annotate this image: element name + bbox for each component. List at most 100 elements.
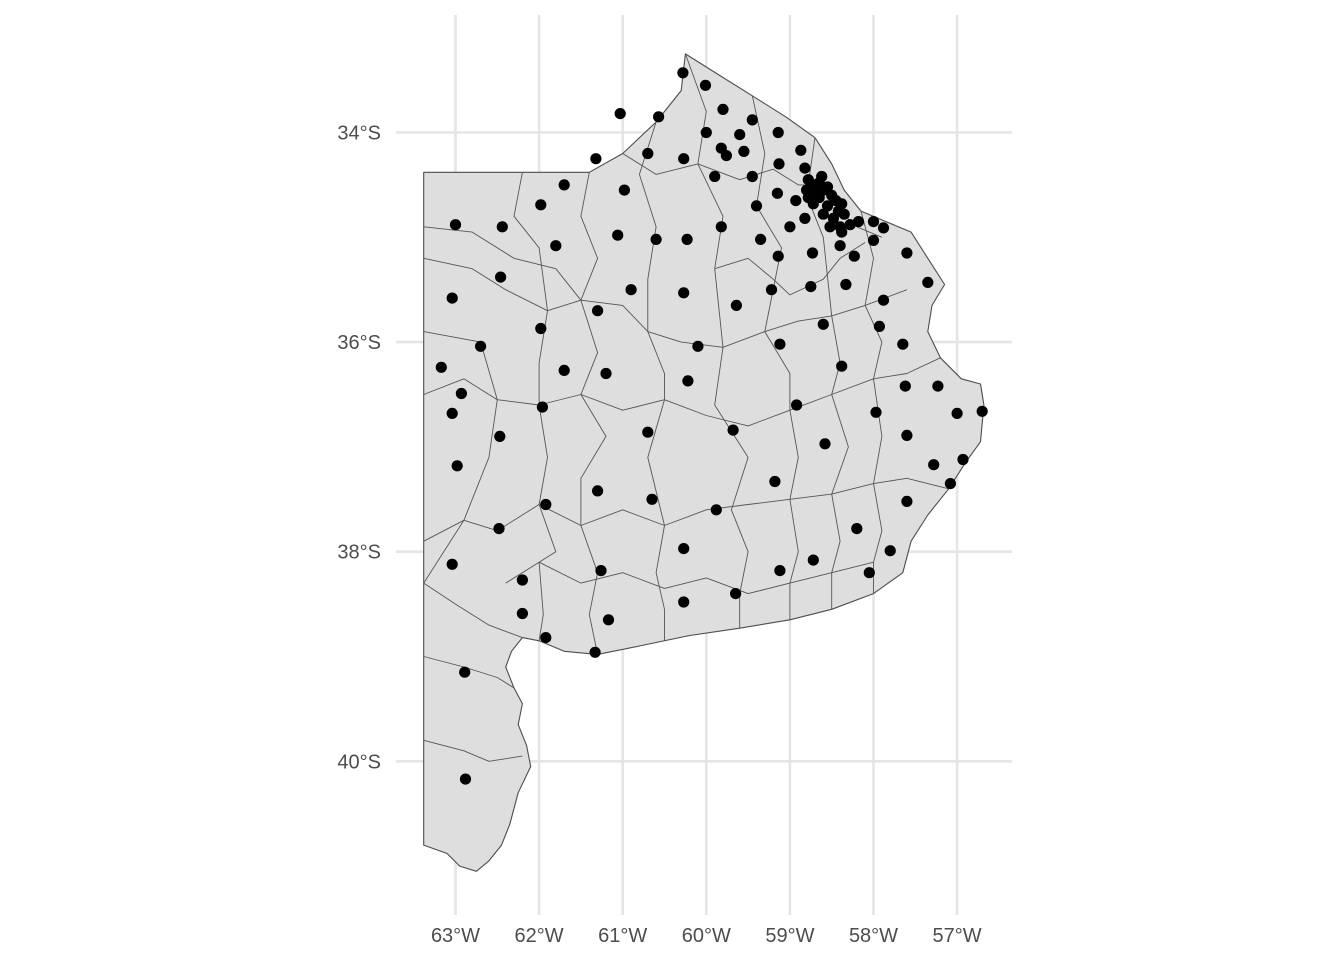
district-boundary bbox=[751, 95, 799, 620]
district-boundary bbox=[423, 656, 515, 689]
centroid-point bbox=[799, 162, 811, 174]
centroid-point bbox=[600, 367, 612, 380]
centroid-point bbox=[877, 222, 890, 234]
centroid-point bbox=[805, 281, 817, 293]
centroid-point bbox=[819, 438, 831, 450]
centroid-point bbox=[550, 240, 562, 252]
centroid-point bbox=[446, 292, 458, 304]
centroid-point bbox=[773, 158, 785, 170]
centroid-point bbox=[734, 129, 746, 141]
x-tick-label: 62°W bbox=[515, 925, 564, 947]
x-tick-label: 57°W bbox=[933, 925, 982, 947]
district-boundary bbox=[505, 561, 874, 595]
centroid-point bbox=[867, 234, 880, 246]
centroid-point bbox=[727, 424, 739, 436]
district-boundary bbox=[423, 331, 498, 584]
centroid-point bbox=[802, 174, 814, 186]
centroid-point bbox=[836, 226, 848, 238]
centroid-point bbox=[771, 187, 784, 199]
centroid-point bbox=[730, 588, 742, 600]
centroid-point bbox=[535, 199, 547, 211]
centroid-point bbox=[750, 200, 763, 212]
centroid-point bbox=[493, 523, 505, 535]
district-boundary bbox=[423, 582, 523, 639]
centroid-point bbox=[884, 545, 896, 557]
centroid-point bbox=[451, 460, 463, 472]
centroid-point bbox=[625, 284, 637, 296]
centroid-point bbox=[772, 126, 784, 139]
centroid-point bbox=[774, 338, 786, 350]
centroid-point bbox=[709, 170, 721, 183]
centroid-point bbox=[899, 380, 911, 392]
centroid-point bbox=[590, 153, 602, 165]
province-map bbox=[423, 53, 985, 872]
district-boundary bbox=[423, 477, 949, 542]
centroid-point bbox=[595, 565, 607, 577]
centroid-point bbox=[824, 221, 836, 233]
centroid-point bbox=[435, 361, 447, 373]
district-boundary bbox=[580, 172, 607, 655]
centroid-point bbox=[844, 219, 856, 231]
centroid-point bbox=[795, 144, 807, 156]
centroid-point bbox=[852, 216, 865, 228]
centroid-point bbox=[459, 666, 471, 678]
centroid-point bbox=[642, 147, 654, 160]
centroid-point bbox=[446, 558, 458, 570]
centroid-point bbox=[494, 430, 506, 442]
x-tick-label: 58°W bbox=[849, 925, 898, 947]
centroid-point bbox=[901, 429, 913, 441]
centroid-point bbox=[746, 114, 758, 126]
centroid-point bbox=[838, 208, 850, 220]
centroid-point bbox=[558, 364, 570, 376]
centroid-point bbox=[592, 305, 604, 317]
centroid-point bbox=[496, 221, 508, 233]
centroid-point bbox=[851, 523, 863, 535]
centroid-point bbox=[699, 79, 712, 91]
centroid-point bbox=[867, 216, 880, 228]
centroid-point bbox=[901, 495, 913, 507]
centroid-point bbox=[817, 318, 829, 330]
y-axis: 34°S 36°S 38°S 40°S bbox=[337, 123, 381, 774]
centroid-point bbox=[646, 493, 658, 505]
district-boundary bbox=[423, 226, 582, 301]
centroid-point bbox=[700, 126, 712, 139]
centroid-point bbox=[848, 250, 860, 262]
centroid-point bbox=[769, 475, 781, 488]
centroid-point bbox=[592, 485, 604, 497]
centroid-point bbox=[540, 498, 552, 511]
centroid-point bbox=[799, 212, 811, 224]
district-boundary bbox=[714, 242, 866, 296]
centroid-point bbox=[877, 294, 890, 306]
centroid-point bbox=[774, 565, 786, 577]
centroid-point bbox=[678, 153, 690, 165]
centroid-point bbox=[951, 407, 963, 419]
centroid-point bbox=[827, 212, 840, 224]
centroid-point bbox=[746, 170, 758, 183]
centroid-point bbox=[840, 278, 852, 291]
district-boundary bbox=[806, 137, 849, 610]
district-boundaries bbox=[423, 53, 949, 762]
centroid-point bbox=[957, 453, 969, 466]
centroid-point bbox=[944, 478, 957, 490]
district-boundary bbox=[638, 121, 665, 641]
province-outline bbox=[423, 53, 985, 872]
y-tick-label: 34°S bbox=[337, 123, 381, 145]
centroid-point bbox=[784, 221, 796, 233]
centroid-point bbox=[928, 459, 940, 471]
centroid-point bbox=[765, 284, 778, 296]
x-tick-label: 60°W bbox=[682, 925, 731, 947]
x-tick-label: 63°W bbox=[431, 925, 480, 947]
centroid-point bbox=[678, 596, 690, 608]
centroid-point bbox=[692, 340, 704, 352]
centroid-point bbox=[681, 233, 693, 245]
centroid-point bbox=[730, 299, 743, 311]
centroid-point bbox=[602, 614, 615, 626]
centroid-point bbox=[650, 233, 662, 245]
district-centroids bbox=[435, 67, 988, 785]
centroid-point bbox=[836, 360, 848, 372]
district-boundary bbox=[684, 53, 749, 629]
centroid-point bbox=[516, 574, 529, 586]
centroid-point bbox=[834, 240, 846, 252]
centroid-point bbox=[922, 276, 934, 288]
